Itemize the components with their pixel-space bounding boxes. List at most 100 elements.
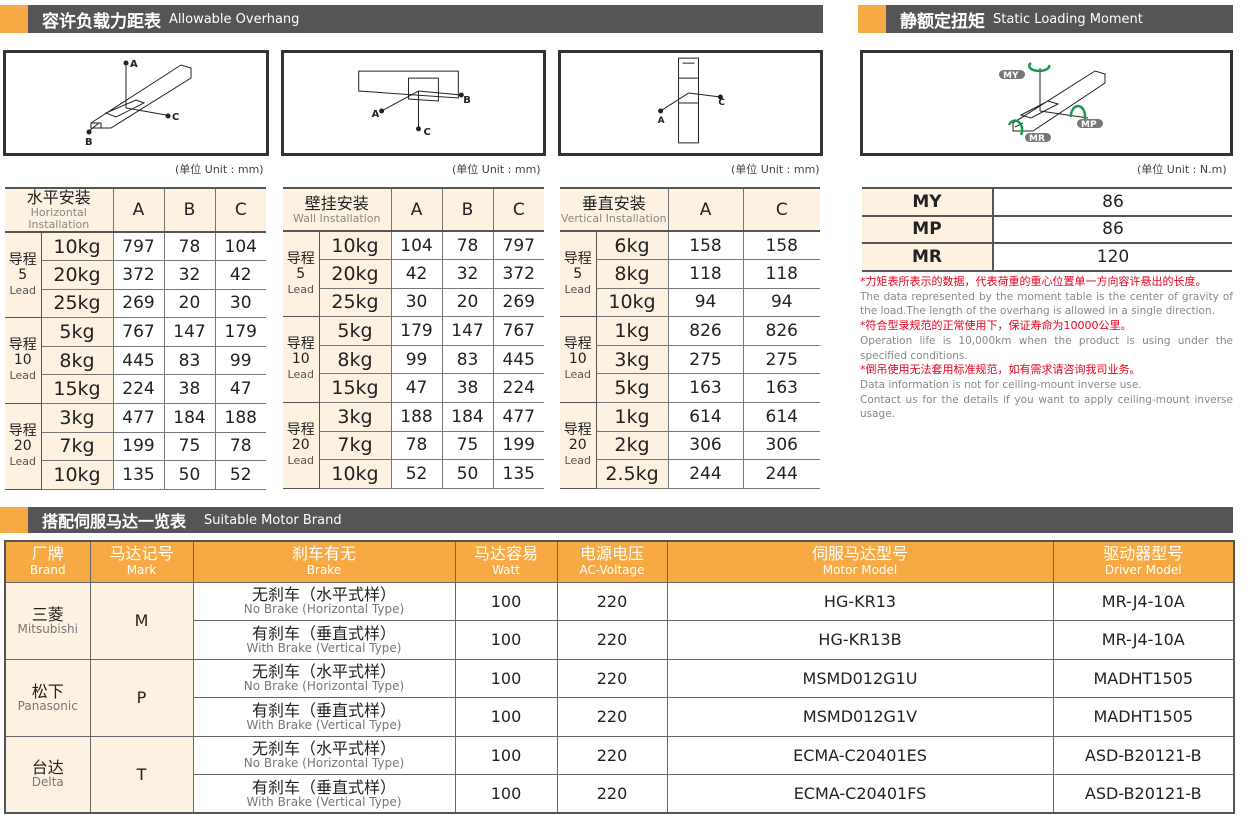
value-cell: 147 <box>441 316 494 346</box>
value-cell: 78 <box>441 231 494 261</box>
value-cell: 372 <box>112 260 164 290</box>
header-zh: 马达记号 <box>109 543 174 563</box>
value-cell: 32 <box>163 260 215 290</box>
lead-value: 5 <box>573 265 583 282</box>
column-header-c: C <box>214 187 266 233</box>
table-row: 导程 5 Lead 10kg 104 78 797 <box>283 231 545 318</box>
svg-text:MY: MY <box>1003 71 1019 81</box>
load-cell: 8kg <box>319 345 392 375</box>
value-cell: 188 <box>214 403 266 433</box>
motor-brand-table: 厂牌 Brand 马达记号 Mark 刹车有无 Brake 马达容易 Watt 电源电压 AC-V… <box>4 540 1235 814</box>
lead-en: Lead <box>564 368 591 382</box>
value-cell: 184 <box>441 402 494 432</box>
table-row: 25kg 269 20 30 <box>5 289 266 319</box>
brake-cell: 有刹车（垂直式样） With Brake (Vertical Type) <box>192 774 456 814</box>
moment-label: MY <box>862 188 994 217</box>
unit-label: (单位 Unit : mm) <box>731 163 820 176</box>
value-cell: 614 <box>742 402 821 432</box>
value-cell: 372 <box>492 259 545 289</box>
value-cell: 306 <box>742 431 821 461</box>
brake-cell: 有刹车（垂直式样） With Brake (Vertical Type) <box>192 697 456 737</box>
header-en: AC-Voltage <box>579 562 645 577</box>
table-row: 导程 5 Lead 10kg 797 78 104 <box>5 232 266 319</box>
value-cell: 797 <box>112 232 164 262</box>
table-row: 7kg 78 75 199 <box>283 431 545 461</box>
brand-cell: 松下 Panasonic <box>4 658 91 737</box>
brake-cell: 无刹车（水平式样） No Brake (Horizontal Type) <box>192 658 456 698</box>
load-cell: 6kg <box>596 231 669 261</box>
watt-cell: 100 <box>454 697 558 737</box>
column-header: 电源电压 AC-Voltage <box>556 540 668 583</box>
table-row: 导程 10 Lead 5kg 179 147 767 <box>283 316 545 404</box>
motor-cell: ECMA-C20401ES <box>666 735 1054 775</box>
title-zh: 搭配伺服马达一览表 <box>42 512 187 531</box>
header-zh: 驱动器型号 <box>1103 543 1184 563</box>
load-cell: 7kg <box>319 431 392 461</box>
driver-cell: MR-J4-10A <box>1052 581 1235 621</box>
installation-en: Horizontal Installation <box>28 206 90 231</box>
value-cell: 767 <box>112 317 164 347</box>
volt-cell: 220 <box>556 697 668 737</box>
title-en: Suitable Motor Brand <box>204 512 342 528</box>
lead-cell: 导程 10 Lead <box>283 316 320 404</box>
value-cell: 179 <box>390 316 443 346</box>
value-cell: 78 <box>163 232 215 262</box>
value-cell: 83 <box>441 345 494 375</box>
value-cell: 83 <box>163 346 215 376</box>
header-zh: 厂牌 <box>31 543 64 563</box>
mark-cell: P <box>89 658 194 737</box>
table-row: 导程 20 Lead 3kg 477 184 188 <box>5 403 266 490</box>
value-cell: 78 <box>390 431 443 461</box>
table-row: 8kg 99 83 445 <box>283 345 545 375</box>
table-row: 导程 20 Lead 3kg 188 184 477 <box>283 402 545 489</box>
table-row: 3kg 275 275 <box>560 345 821 375</box>
value-cell: 179 <box>214 317 266 347</box>
table-row: 10kg 135 50 52 <box>5 460 266 490</box>
value-cell: 52 <box>214 460 266 490</box>
column-header-c: C <box>742 187 821 232</box>
value-cell: 797 <box>492 231 545 261</box>
load-cell: 5kg <box>596 373 669 404</box>
brake-cell: 有刹车（垂直式样） With Brake (Vertical Type) <box>192 620 456 660</box>
lead-cell: 导程 20 Lead <box>560 402 597 489</box>
load-cell: 10kg <box>41 460 113 490</box>
table-row: 10kg 94 94 <box>560 288 821 318</box>
load-cell: 20kg <box>41 260 113 290</box>
note-line: Data information is not for ceiling-moun… <box>860 378 1142 391</box>
load-cell: 15kg <box>41 374 113 405</box>
moment-section-title: 静额定扭矩 Static Loading Moment <box>858 5 1233 33</box>
header-en: Mark <box>126 562 157 577</box>
column-header: 马达记号 Mark <box>89 540 194 583</box>
table-row: 15kg 224 38 47 <box>5 374 266 405</box>
load-cell: 3kg <box>319 402 392 432</box>
volt-cell: 220 <box>556 735 668 775</box>
column-header-a: A <box>390 187 443 232</box>
value-cell: 75 <box>441 431 494 461</box>
table-row: 5kg 163 163 <box>560 373 821 404</box>
value-cell: 30 <box>390 288 443 318</box>
load-cell: 5kg <box>41 317 113 347</box>
lead-value: 20 <box>13 437 32 454</box>
lead-zh: 导程 <box>286 421 315 438</box>
value-cell: 224 <box>112 374 164 405</box>
value-cell: 99 <box>390 345 443 375</box>
table-row: 有刹车（垂直式样） With Brake (Vertical Type) 100 22… <box>5 620 1235 660</box>
brand-en: Delta <box>31 775 64 790</box>
value-cell: 445 <box>492 345 545 375</box>
value-cell: 47 <box>390 373 443 404</box>
load-cell: 3kg <box>41 403 113 433</box>
table-row: 10kg 52 50 135 <box>283 459 545 489</box>
brake-zh: 有刹车（垂直式样） <box>251 700 396 720</box>
lead-en: Lead <box>287 368 314 382</box>
unit-label: (单位 Unit : mm) <box>175 163 264 176</box>
table-row: 7kg 199 75 78 <box>5 432 266 462</box>
svg-text:C: C <box>423 127 430 138</box>
value-cell: 38 <box>163 374 215 405</box>
header-row: 垂直安装 Vertical Installation A C <box>560 187 821 232</box>
svg-text:B: B <box>463 95 471 106</box>
lead-value: 20 <box>568 436 587 453</box>
table-row: 导程 5 Lead 6kg 158 158 <box>560 231 821 318</box>
motor-cell: HG-KR13B <box>666 620 1054 660</box>
lead-value: 5 <box>18 266 28 283</box>
